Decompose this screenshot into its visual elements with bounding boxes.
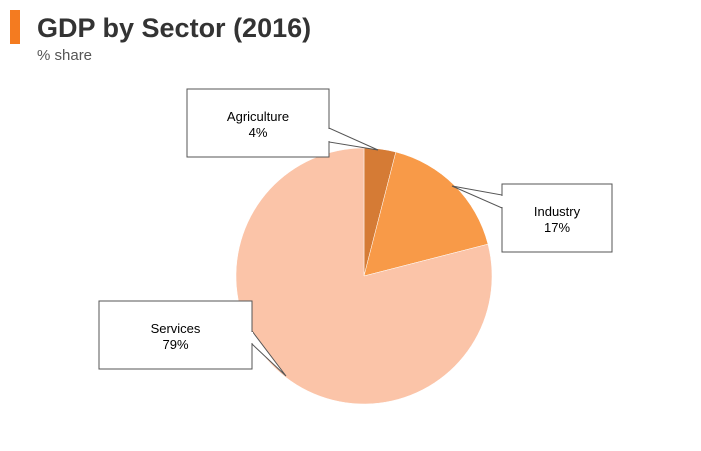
callout-pointer [328,127,379,151]
pie-slice-industry [363,151,489,277]
callout-box [186,88,330,158]
slice-value-label: 4% [249,125,268,140]
chart-title: GDP by Sector (2016) [37,13,312,43]
pie-slices [235,147,493,405]
slice-label: Agriculture [227,109,289,124]
slice-label: Services [151,321,201,336]
callout-box [98,300,253,370]
slice-label: Industry [534,204,581,219]
chart-subtitle: % share [37,47,93,64]
callout-box [501,183,613,253]
slice-value-label: 17% [544,220,570,235]
slice-value-label: 79% [162,337,188,352]
title-accent-bar [10,10,20,44]
pie-slice-services [235,147,493,405]
